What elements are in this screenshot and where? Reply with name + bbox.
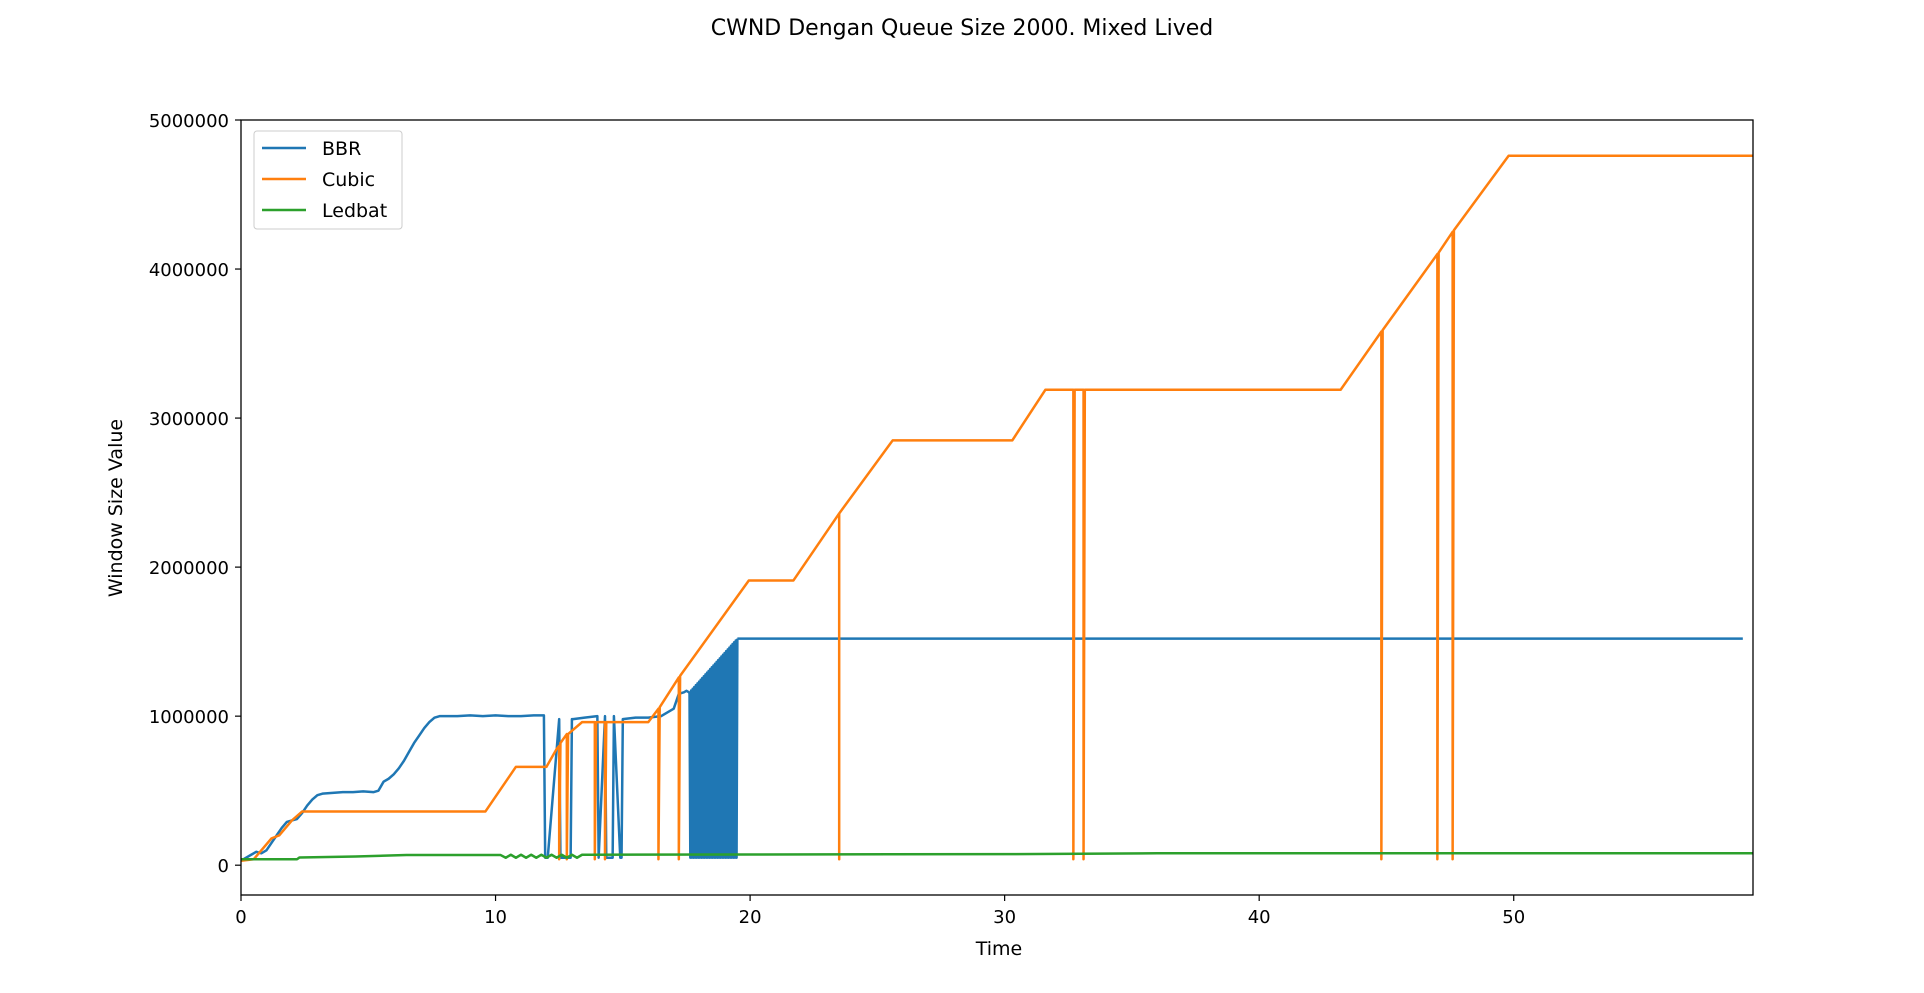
- legend-label-bbr: BBR: [322, 138, 361, 160]
- y-tick-label: 3000000: [149, 409, 229, 430]
- legend-entry-cubic: Cubic: [262, 169, 375, 191]
- series-band-line-bbr: [688, 638, 739, 859]
- x-tick-label: 0: [235, 907, 246, 928]
- x-tick-label: 20: [739, 907, 762, 928]
- series-line-cubic: [241, 154, 1753, 862]
- x-tick-label: 30: [993, 907, 1016, 928]
- chart-title: CWND Dengan Queue Size 2000. Mixed Lived: [710, 16, 1214, 41]
- legend-entry-bbr: BBR: [262, 138, 361, 160]
- y-axis: 0 1000000 2000000 3000000 4000000 5000000: [149, 111, 241, 877]
- series-line-bbr: [241, 689, 691, 862]
- legend: BBR Cubic Ledbat: [253, 130, 403, 230]
- series-layer: [241, 154, 1753, 862]
- x-tick-label: 40: [1248, 907, 1271, 928]
- y-tick-label: 5000000: [149, 111, 229, 132]
- y-tick-label: 1000000: [149, 707, 229, 728]
- legend-label-ledbat: Ledbat: [322, 200, 387, 222]
- y-tick-label: 2000000: [149, 558, 229, 579]
- plot-frame: [240, 119, 1754, 896]
- y-tick-label: 4000000: [149, 260, 229, 281]
- x-axis: 0 10 20 30 40 50: [235, 895, 1525, 928]
- x-tick-label: 50: [1502, 907, 1525, 928]
- series-line-ledbat: [241, 852, 1753, 861]
- legend-label-cubic: Cubic: [322, 169, 375, 191]
- x-tick-label: 10: [484, 907, 507, 928]
- y-tick-label: 0: [218, 856, 229, 877]
- x-axis-label: Time: [975, 938, 1023, 960]
- legend-box: [253, 130, 403, 230]
- y-axis-label: Window Size Value: [105, 419, 127, 597]
- legend-entry-ledbat: Ledbat: [262, 200, 387, 222]
